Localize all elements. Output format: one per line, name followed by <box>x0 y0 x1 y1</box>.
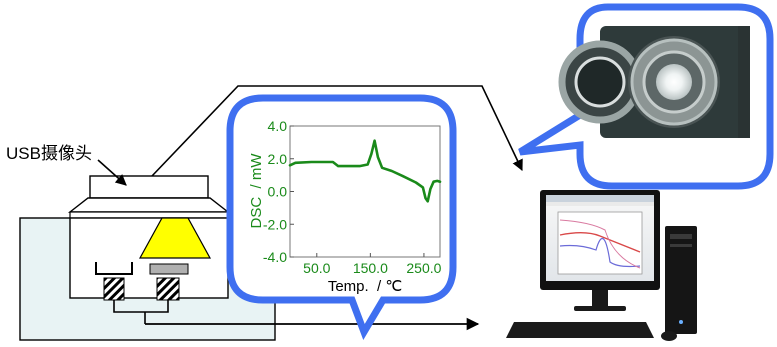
camera-snapshot <box>558 26 750 138</box>
sensor-wiring <box>113 300 169 313</box>
keyboard <box>506 322 654 338</box>
mouse <box>661 331 677 341</box>
furnace-lid-strip <box>69 211 229 219</box>
x-tick-label: 150.0 <box>353 260 388 276</box>
camera-mount-flange <box>67 197 231 213</box>
y-tick-label: 2.0 <box>268 151 288 167</box>
pc-tower <box>665 226 697 334</box>
camera-label-arrow <box>97 159 127 186</box>
y-tick-label: -4.0 <box>263 249 287 265</box>
dsc-bubble <box>226 94 457 341</box>
camera-mount-top <box>89 175 209 199</box>
y-tick-label: 4.0 <box>268 118 288 134</box>
chart-y-axis-label: DSC / mW <box>248 153 265 229</box>
dsc-curve-line <box>288 139 442 203</box>
monitor-stand-neck <box>592 290 608 308</box>
camera-label: USB摄像头 <box>6 144 92 163</box>
sample-light-cone <box>138 217 212 259</box>
sample-pan <box>149 263 189 301</box>
y-tick-label: -2.0 <box>263 216 287 232</box>
x-tick-label: 50.0 <box>303 260 330 276</box>
y-tick-label: 0.0 <box>268 184 288 200</box>
x-tick-label: 250.0 <box>406 260 441 276</box>
reference-pan <box>95 262 133 301</box>
camera-feed-arrow <box>151 85 523 177</box>
chart-x-axis-label: Temp. / ℃ <box>328 278 402 295</box>
desktop-computer <box>506 190 697 341</box>
monitor-stand-base <box>574 306 626 311</box>
